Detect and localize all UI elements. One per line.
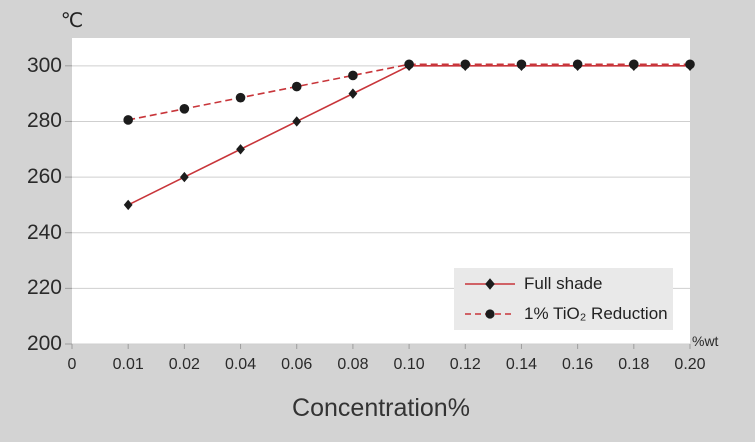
diamond-marker — [292, 116, 302, 127]
circle-marker — [516, 59, 527, 70]
y-tick-label: 200 — [26, 332, 62, 355]
y-axis-unit-label: ℃ — [60, 10, 84, 32]
circle-marker — [460, 59, 471, 70]
y-tick-label: 300 — [26, 53, 62, 77]
x-tick-label: 0.16 — [562, 356, 594, 373]
x-tick-label: 0.20 — [674, 356, 706, 373]
circle-marker — [179, 104, 190, 114]
solid-line-diamond-marker-icon — [465, 278, 515, 290]
dashed-line-circle-marker-icon — [465, 309, 515, 319]
x-tick-label: 0.10 — [393, 356, 425, 373]
x-axis-unit-label: %wt — [692, 333, 719, 349]
circle-marker — [291, 81, 302, 92]
legend-item-tio2-reduction: 1% TiO₂ Reduction — [464, 301, 673, 327]
series-line-1 — [128, 63, 690, 121]
legend-item-full-shade: Full shade — [464, 271, 673, 297]
legend-label-tio2-reduction: 1% TiO₂ Reduction — [524, 304, 668, 323]
x-tick-label: 0.12 — [449, 356, 481, 373]
legend: Full shade 1% TiO₂ Reduction — [454, 268, 673, 330]
diamond-marker — [123, 199, 133, 211]
chart-svg — [65, 59, 695, 349]
circle-marker — [123, 115, 133, 125]
circle-marker — [629, 59, 639, 70]
legend-label-full-shade: Full shade — [524, 274, 603, 293]
x-axis-title: Concentration% — [292, 394, 470, 422]
x-tick-label: 0.01 — [112, 356, 144, 373]
y-tick-label: 280 — [26, 109, 62, 133]
circle-marker — [348, 70, 358, 81]
x-tick-label: 0.02 — [168, 356, 200, 373]
circle-marker — [235, 92, 246, 103]
x-tick-label: 0 — [67, 356, 77, 373]
x-tick-label: 0.06 — [281, 356, 313, 373]
x-tick-label: 0.14 — [505, 356, 538, 373]
plot-area — [65, 38, 695, 349]
series-line-0 — [127, 65, 690, 206]
circle-marker — [572, 59, 583, 70]
y-tick-label: 220 — [26, 276, 62, 300]
x-tick-label: 0.04 — [224, 356, 257, 373]
diamond-marker — [348, 88, 358, 99]
circle-marker — [685, 59, 695, 70]
diamond-marker — [179, 171, 189, 183]
x-tick-label: 0.08 — [337, 356, 369, 373]
y-tick-label: 260 — [26, 165, 62, 189]
diamond-marker — [236, 144, 245, 155]
y-tick-label: 240 — [26, 220, 62, 244]
x-tick-label: 0.18 — [618, 356, 650, 373]
circle-marker — [404, 59, 414, 70]
